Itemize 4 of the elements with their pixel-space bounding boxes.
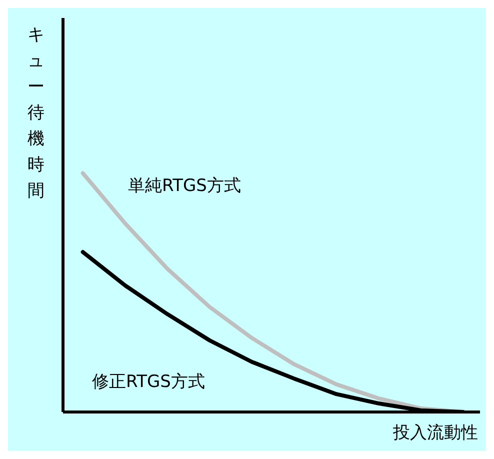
annotation: 修正RTGS方式 [92, 371, 205, 393]
x-axis-title: 投入流動性 [393, 422, 478, 444]
annotation: 単純RTGS方式 [128, 175, 241, 197]
y-axis-title: キュー待機時間 [26, 24, 46, 203]
